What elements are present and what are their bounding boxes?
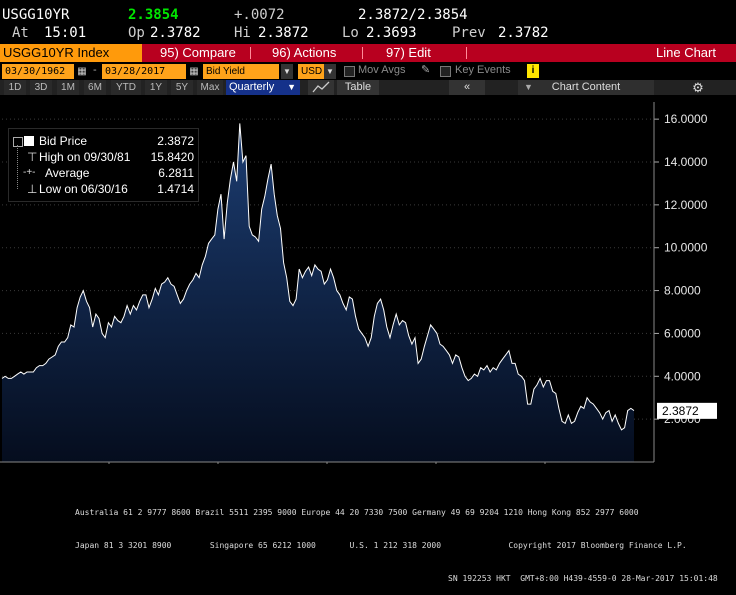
chart-content-label: Chart Content [551,81,621,93]
security-field[interactable]: USGG10YR Index [0,44,142,62]
key-events-label: Key Events [455,64,511,76]
command-divider [362,47,363,59]
chevron-down-icon: ▼ [524,82,533,92]
last-value-label: 2.3872 [662,404,699,418]
prev-value: 2.3782 [498,25,549,41]
ticker-symbol: USGG10YR [2,7,70,23]
line-chart: 2.00004.00006.00008.000010.000012.000014… [0,102,717,464]
last-value-tag [657,402,717,419]
net-change: +.0072 [234,7,285,23]
y-tick-label: 12.0000 [664,198,708,212]
date-separator: - [93,64,97,76]
gear-icon[interactable]: ⚙ [692,80,704,95]
period-1d-button[interactable]: 1D [4,80,26,95]
pencil-icon[interactable]: ✎ [421,64,431,76]
high-label: High on 09/30/81 [39,150,131,164]
prev-label: Prev [452,25,486,41]
open-label: Op [128,25,145,41]
bid-price-label: Bid Price [39,134,88,148]
period-5y-button[interactable]: 5Y [171,80,193,95]
calendar-icon[interactable]: ▦ [77,66,87,77]
footer-line-2: Japan 81 3 3201 8900 Singapore 65 6212 1… [75,541,687,550]
y-tick-label: 6.0000 [664,326,701,340]
low-marker-icon: ⊥ [27,182,38,196]
currency-select[interactable]: USD [298,64,324,79]
chart-line-icon[interactable] [308,80,334,95]
calendar-icon[interactable]: ▦ [189,66,199,77]
mov-avgs-label: Mov Avgs [358,64,406,76]
footer-line-3: SN 192253 HKT GMT+8:00 H439-4559-0 28-Ma… [448,574,718,583]
low-label: Lo [342,25,359,41]
chart-legend: Bid Price 2.3872 ⊤ High on 09/30/81 15.8… [8,128,199,202]
high-label: Hi [234,25,251,41]
y-tick-label: 10.0000 [664,241,708,255]
actions-button[interactable]: 96) Actions [272,45,337,60]
low-value: 2.3693 [366,25,417,41]
window-title: Line Chart [656,45,716,60]
series-swatch [24,136,34,146]
period-6m-button[interactable]: 6M [84,80,106,95]
period-max-button[interactable]: Max [197,80,223,95]
end-date-input[interactable]: 03/28/2017 [102,64,186,79]
open-value: 2.3782 [150,25,201,41]
period-3d-button[interactable]: 3D [30,80,52,95]
yield-area [2,123,634,463]
at-label: At [12,25,29,41]
y-tick-label: 8.0000 [664,284,701,298]
key-events-checkbox[interactable] [440,66,451,77]
command-divider [466,47,467,59]
high-value: 2.3872 [258,25,309,41]
bid-price-value: 2.3872 [157,134,194,148]
chart-content-button[interactable]: ▼ Chart Content [518,80,654,95]
yield-line [1,123,635,431]
average-label: Average [45,166,90,180]
period-ytd-button[interactable]: YTD [111,80,141,95]
y-tick-label: 4.0000 [664,369,701,383]
field-select[interactable]: Bid Yield [203,64,279,79]
info-icon[interactable]: i [527,64,539,78]
y-tick-label: 16.0000 [664,112,708,126]
low-value: 1.4714 [157,182,194,196]
legend-tree-line [17,145,19,189]
currency-dropdown-icon[interactable]: ▼ [324,64,336,79]
low-label: Low on 06/30/16 [39,182,128,196]
average-marker-icon: -+- [23,167,36,178]
compare-button[interactable]: 95) Compare [160,45,236,60]
command-bar: 95) Compare 96) Actions 97) Edit Line Ch… [0,44,736,62]
collapse-icon[interactable] [13,137,23,147]
high-value: 15.8420 [150,150,194,164]
field-dropdown-icon[interactable]: ▼ [281,64,293,79]
footer-line-1: Australia 61 2 9777 8600 Brazil 5511 239… [75,508,639,517]
period-1m-button[interactable]: 1M [57,80,79,95]
collapse-button[interactable]: « [449,80,485,95]
table-button[interactable]: Table [337,80,379,95]
high-marker-icon: ⊤ [27,150,38,164]
y-tick-label: 14.0000 [664,155,708,169]
footer-contacts: Australia 61 2 9777 8600 Brazil 5511 239… [0,485,736,595]
chevron-down-icon: ▼ [287,82,296,92]
frequency-select[interactable]: Quarterly ▼ [226,80,300,95]
edit-button[interactable]: 97) Edit [386,45,431,60]
last-price: 2.3854 [128,7,179,23]
command-divider [250,47,251,59]
period-1y-button[interactable]: 1Y [145,80,167,95]
average-value: 6.2811 [158,166,194,180]
start-date-input[interactable]: 03/30/1962 [2,64,74,79]
frequency-label: Quarterly [229,81,275,93]
mov-avgs-checkbox[interactable] [344,66,355,77]
bid-ask: 2.3872/2.3854 [358,7,468,23]
at-time: 15:01 [44,25,87,41]
